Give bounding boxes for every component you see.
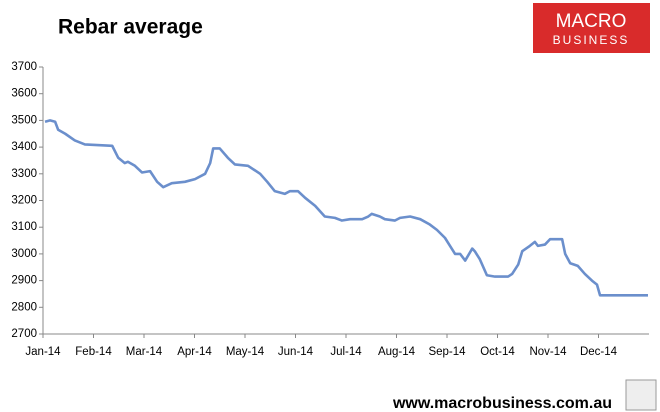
- chart-title: Rebar average: [58, 16, 203, 39]
- y-tick-label: 3100: [11, 221, 37, 233]
- x-tick-label: Apr-14: [177, 346, 212, 358]
- logo-icon: [625, 379, 657, 411]
- x-tick-label: Sep-14: [428, 346, 466, 358]
- y-tick-label: 3200: [11, 195, 37, 207]
- x-tick-label: Dec-14: [580, 346, 618, 358]
- y-tick-label: 2700: [11, 328, 37, 340]
- y-tick-label: 3300: [11, 168, 37, 180]
- logo-text: MACRO: [556, 11, 627, 32]
- x-tick-label: Mar-14: [126, 346, 163, 358]
- x-tick-label: Jul-14: [330, 346, 362, 358]
- x-tick-label: May-14: [226, 346, 265, 358]
- x-tick-label: Nov-14: [529, 346, 567, 358]
- y-tick-label: 3000: [11, 248, 37, 260]
- data-line: [44, 119, 648, 297]
- y-tick-label: 3400: [11, 141, 37, 153]
- y-tick-label: 3700: [11, 61, 37, 73]
- y-tick-label: 3500: [11, 114, 37, 126]
- x-tick-label: Aug-14: [378, 346, 416, 358]
- y-tick-label: 3600: [11, 88, 37, 100]
- y-tick-label: 2800: [11, 301, 37, 313]
- x-tick-label: Jan-14: [25, 346, 61, 358]
- y-tick-label: 2900: [11, 275, 37, 287]
- logo-text: BUSINESS: [553, 33, 630, 47]
- source: www.macrobusiness.com.au: [392, 395, 612, 412]
- logo-box: [533, 3, 650, 53]
- x-tick-label: Feb-14: [75, 346, 112, 358]
- x-tick-label: Oct-14: [480, 346, 515, 358]
- x-tick-label: Jun-14: [278, 346, 314, 358]
